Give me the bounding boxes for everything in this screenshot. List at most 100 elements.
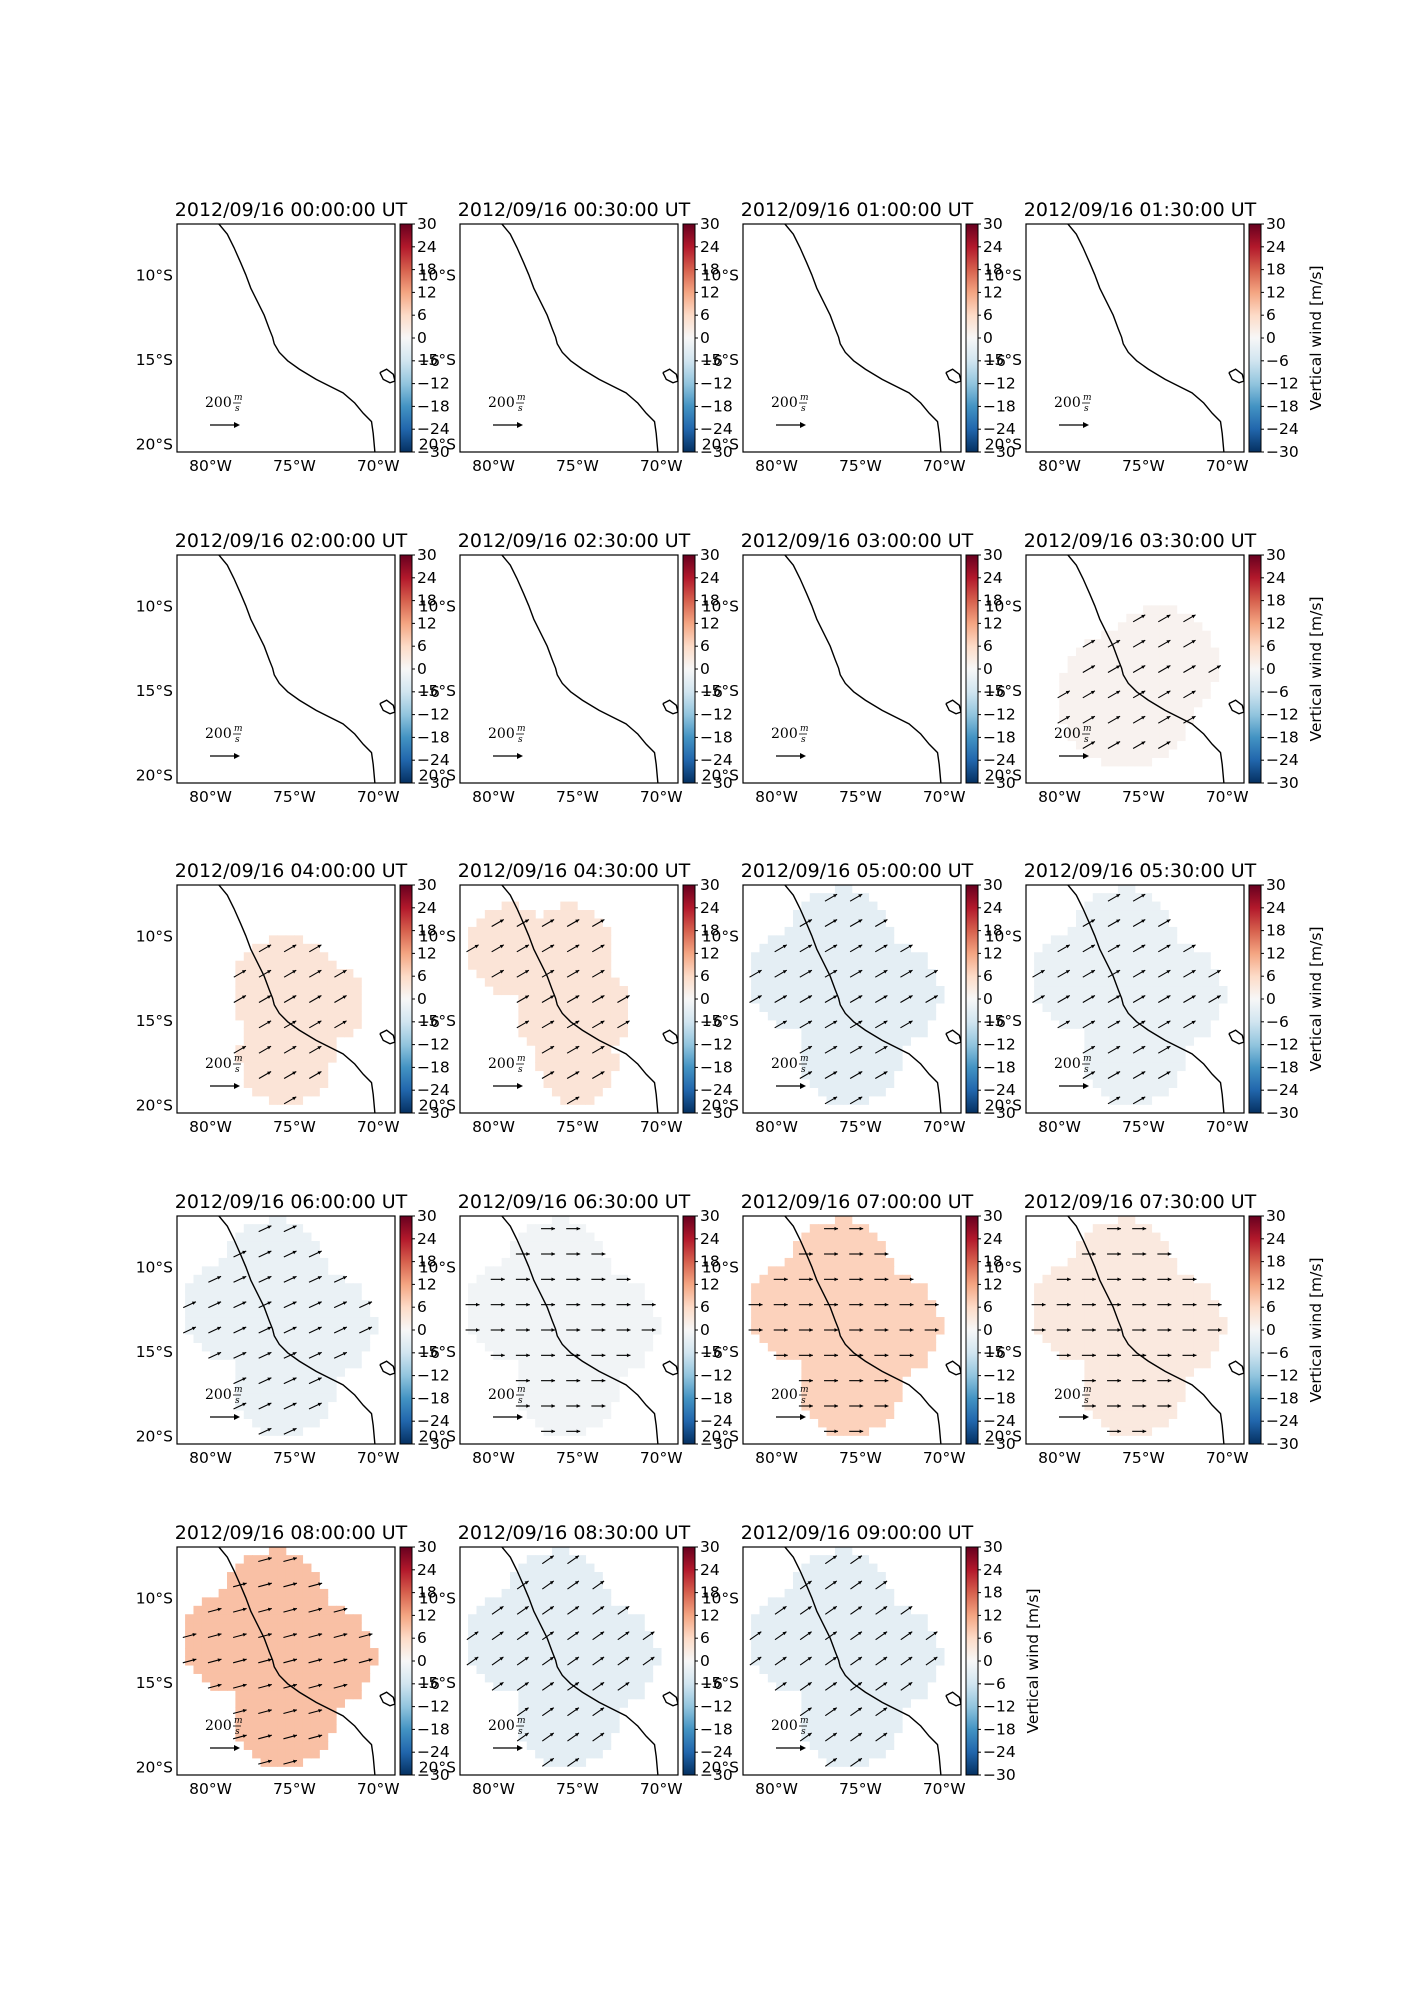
wind-arrow-head — [318, 1709, 323, 1713]
wind-cell — [1084, 1257, 1094, 1267]
wind-cell — [243, 1036, 253, 1046]
wind-cell — [1151, 706, 1161, 716]
wind-cell — [268, 1241, 278, 1251]
wind-cell — [1101, 1249, 1111, 1259]
wind-cell — [834, 1053, 844, 1063]
wind-cell — [560, 1053, 570, 1063]
wind-cell — [809, 1274, 819, 1284]
wind-cell — [1143, 1241, 1153, 1251]
wind-arrow-head — [551, 1302, 556, 1307]
wind-cell — [860, 1283, 870, 1293]
wind-cell — [1067, 664, 1077, 674]
wind-cell — [1143, 656, 1153, 666]
panel-title: 2012/09/16 04:30:00 UT — [458, 860, 691, 882]
wind-cell — [818, 1325, 828, 1335]
wind-cell — [302, 994, 312, 1004]
wind-cell — [809, 1224, 819, 1234]
colorbar-tick-label: −6 — [983, 352, 1006, 370]
wind-cell — [1168, 1002, 1178, 1012]
wind-arrow-head — [807, 919, 812, 923]
wind-cell — [1176, 960, 1186, 970]
wind-cell — [568, 1053, 578, 1063]
colorbar-tick-label: −30 — [700, 1104, 733, 1122]
wind-arrow-head — [551, 1328, 556, 1332]
wind-cell — [851, 1384, 861, 1394]
wind-cell — [809, 994, 819, 1004]
wind-cell — [1143, 1342, 1153, 1352]
wind-cell — [310, 1257, 320, 1267]
colorbar-tick-label: 0 — [1266, 660, 1276, 678]
wind-cell — [543, 1011, 553, 1021]
wind-cell — [843, 986, 853, 996]
wind-cell — [826, 1384, 836, 1394]
wind-cell — [809, 1249, 819, 1259]
axes-frame — [1025, 884, 1245, 1114]
wind-cell — [1117, 1011, 1127, 1021]
wind-arrow-head — [833, 894, 838, 898]
wind-cell — [294, 1555, 304, 1565]
wind-cell — [501, 943, 511, 953]
wind-cell — [268, 1257, 278, 1267]
lon-tick-label: 70°W — [1206, 457, 1249, 475]
wind-cell — [501, 1308, 511, 1318]
axes-frame — [1025, 1215, 1245, 1445]
wind-cell — [619, 1317, 628, 1327]
wind-cell — [1059, 1308, 1069, 1318]
wind-cell — [210, 1266, 220, 1276]
wind-cell — [834, 893, 844, 903]
wind-arrow-head — [1192, 1302, 1197, 1307]
wind-cell — [260, 1359, 270, 1369]
wind-cell — [336, 1648, 345, 1658]
wind-cell — [369, 1317, 379, 1327]
colorbar-tick-label: 30 — [1266, 546, 1286, 564]
wind-cell — [593, 1257, 603, 1267]
wind-cell — [868, 1036, 878, 1046]
wind-cell — [1143, 605, 1153, 615]
wind-cell — [1143, 698, 1153, 708]
wind-cell — [1159, 1367, 1169, 1377]
wind-cell — [1210, 977, 1220, 987]
colorbar-tick-label: −12 — [983, 375, 1016, 393]
wind-cell — [1151, 1266, 1161, 1276]
wind-cell — [510, 1308, 519, 1318]
wind-cell — [252, 1418, 262, 1428]
wind-cell — [809, 1266, 819, 1276]
wind-arrow-head — [1192, 1277, 1197, 1282]
coastline — [501, 555, 659, 783]
wind-cell — [1143, 901, 1153, 911]
wind-cell — [801, 1028, 811, 1038]
colorbar-tick-label: −18 — [983, 1389, 1016, 1407]
wind-cell — [1117, 698, 1127, 708]
wind-cell — [1084, 901, 1094, 911]
wind-cell — [310, 1087, 320, 1097]
wind-cell — [1193, 969, 1203, 979]
wind-cell — [1092, 1308, 1102, 1318]
wind-cell — [327, 1019, 337, 1029]
wind-cell — [501, 1664, 511, 1674]
wind-cell — [560, 1308, 570, 1318]
wind-cell — [327, 1028, 337, 1038]
wind-cell — [759, 1333, 769, 1343]
wind-cell — [860, 977, 870, 987]
wind-cell — [526, 1224, 536, 1234]
panel-title: 2012/09/16 01:30:00 UT — [1024, 199, 1257, 221]
wind-cell — [568, 1393, 578, 1403]
wind-cell — [501, 1639, 511, 1649]
wind-cell — [1076, 1325, 1085, 1335]
wind-cell — [268, 1664, 278, 1674]
wind-cell — [602, 1274, 612, 1284]
wind-cell — [243, 1224, 253, 1234]
wind-arrow-head — [501, 1302, 505, 1307]
wind-cell — [627, 1350, 637, 1360]
wind-arrow-head — [576, 1429, 581, 1434]
wind-cell — [268, 1555, 278, 1565]
wind-arrow-head — [551, 1353, 556, 1358]
wind-cell — [352, 1648, 362, 1658]
colorbar-tick-label: 12 — [417, 283, 437, 301]
wind-cell — [818, 1011, 828, 1021]
wind-cell — [551, 1011, 561, 1021]
wind-cell — [252, 1053, 262, 1063]
wind-cell — [793, 935, 802, 945]
